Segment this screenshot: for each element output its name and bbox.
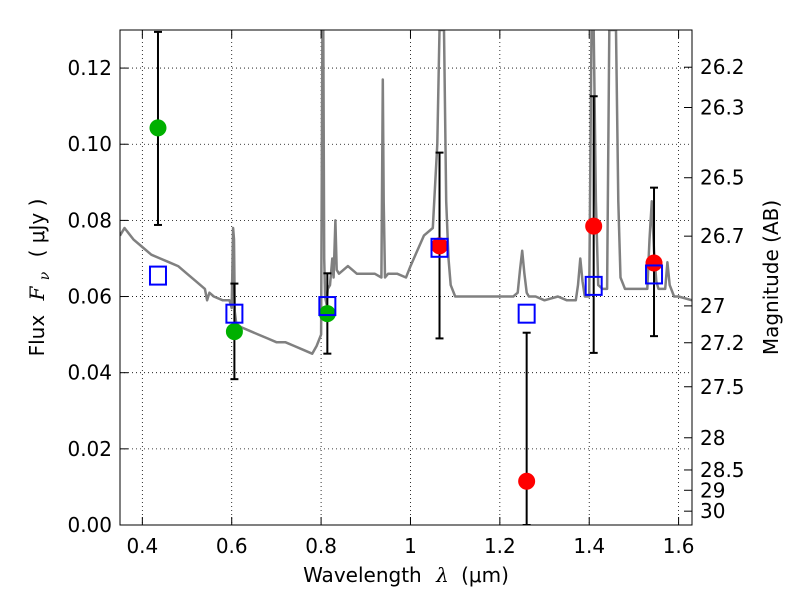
x-tick-label: 1 xyxy=(404,534,417,558)
y2-axis-label: Magnitude (AB) xyxy=(759,200,783,355)
y-tick-label: 0.08 xyxy=(67,208,112,232)
model-flux-square xyxy=(430,237,449,258)
y2-tick-label: 26.3 xyxy=(700,95,745,119)
model-flux-square xyxy=(584,275,603,296)
model-flux-square xyxy=(517,303,536,324)
x-tick-label: 0.4 xyxy=(126,534,158,558)
optical-data-point xyxy=(225,323,243,341)
axis-ticks-layer: 0.4 0.6 0.8 1 1.2 1.4 1.6 0.00 0.02 0.04 0.06 0.08 0… xyxy=(67,30,745,558)
x-tick-label: 1.2 xyxy=(484,534,516,558)
x-axis-label-symbol: λ xyxy=(435,563,449,587)
y-tick-label: 0.04 xyxy=(67,361,112,385)
y-axis-label-symbol: F xyxy=(25,285,49,301)
x-tick-label: 0.8 xyxy=(305,534,337,558)
x-axis-label-unit: (μm) xyxy=(461,563,509,587)
optical-data-point xyxy=(149,119,167,137)
model-spectrum-line xyxy=(120,30,692,355)
model-flux-square xyxy=(225,303,244,324)
y2-tick-label: 30 xyxy=(700,499,725,523)
y-tick-label: 0.00 xyxy=(67,513,112,537)
x-tick-label: 1.4 xyxy=(573,534,605,558)
y-axis-label-subscript: ν xyxy=(37,271,53,280)
y2-tick-label: 26.5 xyxy=(700,166,745,190)
y2-tick-label: 28 xyxy=(700,426,725,450)
x-axis-label: Wavelength λ (μm) xyxy=(303,563,509,587)
y2-tick-label: 26.7 xyxy=(700,224,745,248)
y2-tick-label: 29 xyxy=(700,478,725,502)
model-flux-square xyxy=(318,296,337,317)
data-markers-layer xyxy=(148,119,664,490)
y-axis-label-prefix: Flux xyxy=(25,315,49,357)
x-tick-label: 1.6 xyxy=(663,534,695,558)
x-axis-label-prefix: Wavelength xyxy=(303,563,422,587)
nir-data-point xyxy=(645,254,663,272)
y-axis-label: Flux F ν ( μJy ) xyxy=(25,199,54,357)
x-tick-label: 0.6 xyxy=(216,534,248,558)
model-flux-square xyxy=(645,264,664,285)
y2-tick-label: 27.5 xyxy=(700,375,745,399)
y-tick-label: 0.06 xyxy=(67,285,112,309)
y-tick-label: 0.10 xyxy=(67,132,112,156)
y2-tick-label: 27.2 xyxy=(700,331,745,355)
y2-tick-label: 28.5 xyxy=(700,458,745,482)
y2-tick-label: 26.2 xyxy=(700,55,745,79)
nir-data-point xyxy=(518,472,536,490)
nir-data-point xyxy=(585,217,603,235)
y-tick-label: 0.12 xyxy=(67,56,112,80)
y2-tick-label: 27 xyxy=(700,294,725,318)
y-tick-label: 0.02 xyxy=(67,437,112,461)
plot-frame xyxy=(119,29,693,526)
nir-data-point xyxy=(431,237,449,255)
model-spectrum-layer xyxy=(120,30,692,355)
optical-data-point xyxy=(318,305,336,323)
model-flux-square xyxy=(148,265,167,286)
y-axis-label-unit: ( μJy ) xyxy=(25,199,49,258)
